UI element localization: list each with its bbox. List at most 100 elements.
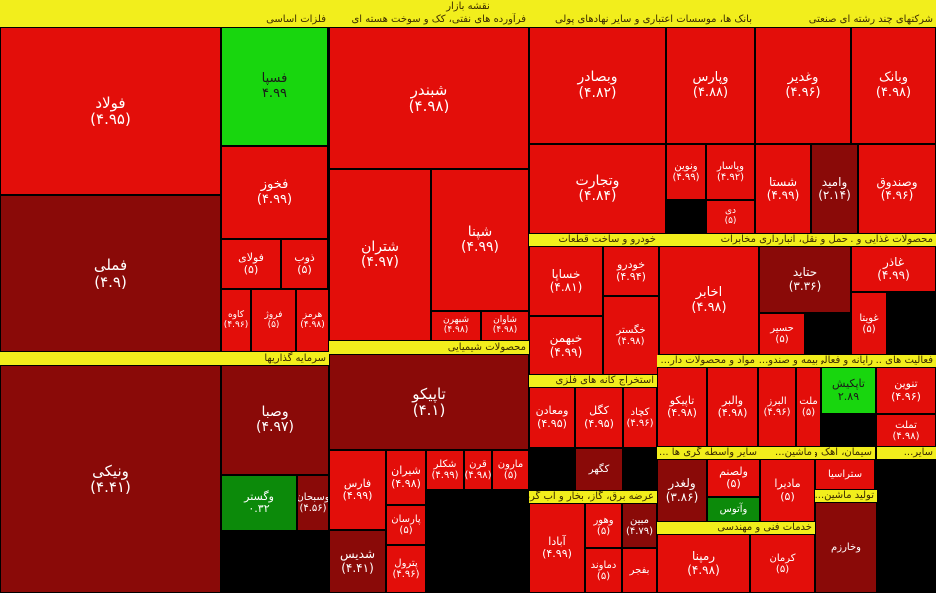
treemap-tile[interactable]: قرن (۴.۹۸) [464, 450, 492, 490]
treemap-tile[interactable]: تملت (۴.۹۸) [876, 414, 936, 447]
tile-symbol: وصندوق [876, 174, 918, 189]
treemap-tile[interactable]: کاوه (۴.۹۶) [221, 289, 251, 352]
treemap-tile[interactable]: وخارزم [815, 502, 877, 593]
tile-symbol: وتجارت [575, 172, 620, 189]
tile-change: (۴.۵۶) [299, 503, 327, 514]
treemap-tile[interactable]: شستا (۴.۹۹) [755, 144, 811, 234]
tile-symbol: وپاسار [717, 161, 744, 172]
treemap-tile[interactable]: وپارس (۴.۸۸) [666, 27, 755, 144]
treemap-tile[interactable]: البرز (۴.۹۶) [758, 367, 796, 447]
treemap-tile[interactable]: فولاد (۴.۹۵) [0, 27, 221, 195]
treemap-tile[interactable]: پارسان (۵) [386, 505, 426, 545]
tile-symbol: تاپیکو [412, 384, 446, 403]
sector-header: استخراج کانه های فلزی [529, 375, 657, 387]
treemap-tile[interactable]: ولغدر (۳.۸۶) [657, 459, 707, 522]
treemap-tile[interactable]: ونوین (۴.۹۹) [666, 144, 706, 200]
tile-symbol: خگستر [616, 324, 646, 336]
treemap-tile[interactable]: کگهر [575, 448, 623, 491]
tile-symbol: هرمز [302, 309, 323, 320]
tile-symbol: کرمان [769, 552, 796, 564]
tile-symbol: غویتا [859, 312, 879, 324]
treemap-tile[interactable]: وامید (۲.۱۴) [811, 144, 858, 234]
treemap-tile[interactable]: وپاسار (۴.۹۲) [706, 144, 755, 200]
treemap-tile[interactable]: مبین (۴.۷۹) [622, 503, 657, 548]
treemap-tile[interactable]: تاپیکو (۴.۱) [329, 354, 529, 450]
treemap-tile[interactable]: غاذر (۴.۹۹) [851, 246, 936, 292]
tile-symbol: ولصنم [719, 464, 748, 478]
treemap-tile[interactable]: تنوین (۴.۹۶) [876, 367, 936, 414]
tile-symbol: فولاد [95, 93, 126, 112]
treemap-tile[interactable]: دماوند (۵) [585, 548, 622, 593]
tile-change: (۴.۹۹) [542, 547, 572, 560]
treemap-tile[interactable]: غویتا (۵) [851, 292, 887, 355]
treemap-tile[interactable]: هرمز (۴.۹۸) [296, 289, 329, 352]
tile-symbol: حتاید [792, 265, 818, 280]
tile-change: (۴.۸۴) [578, 188, 617, 204]
tile-change: (۴.۹۹) [431, 470, 459, 481]
treemap-tile[interactable]: ستراسیا [815, 459, 875, 490]
treemap-tile[interactable]: فارس (۴.۹۹) [329, 450, 386, 530]
treemap-tile[interactable]: فولای (۵) [221, 239, 281, 289]
treemap-tile[interactable]: مادیرا (۵) [760, 459, 815, 522]
treemap-tile[interactable]: پترول (۴.۹۶) [386, 545, 426, 593]
treemap-tile[interactable]: کرمان (۵) [750, 534, 815, 593]
treemap-tile[interactable]: والبر (۴.۹۸) [707, 367, 758, 447]
treemap-tile[interactable]: شکلر (۴.۹۹) [426, 450, 464, 490]
treemap-tile[interactable]: خساپا (۴.۸۱) [529, 246, 603, 316]
tile-symbol: کگل [589, 404, 609, 418]
treemap-tile[interactable]: وصبا (۴.۹۷) [221, 365, 329, 475]
treemap-tile[interactable]: وگستر ۰.۳۲ [221, 475, 297, 531]
treemap-tile[interactable]: مارون (۵) [492, 450, 529, 490]
tile-symbol: اخابر [695, 285, 723, 301]
treemap-tile[interactable]: حسیر (۵) [759, 313, 805, 355]
sector-header: خودرو و ساخت قطعات [529, 234, 659, 246]
treemap-tile[interactable]: شیران (۴.۹۸) [386, 450, 426, 505]
tile-change: (۴.۹۸) [892, 430, 920, 442]
treemap-tile[interactable]: کگل (۴.۹۵) [575, 387, 623, 448]
tile-change: (۴.۹۶) [626, 417, 654, 429]
treemap-tile[interactable]: وسبحان (۴.۵۶) [297, 475, 329, 531]
tile-symbol: وغدیر [787, 70, 819, 86]
treemap-tile[interactable]: آبادا (۴.۹۹) [529, 503, 585, 593]
treemap-tile[interactable]: ولصنم (۵) [707, 459, 760, 497]
tile-change: ۴.۹۹ [261, 85, 288, 101]
treemap-tile[interactable]: ذوب (۵) [281, 239, 328, 289]
treemap-tile[interactable]: خودرو (۴.۹۴) [603, 246, 659, 296]
treemap-tile[interactable]: شپنا (۴.۹۹) [431, 169, 529, 311]
treemap-tile[interactable]: رمپنا (۴.۹۸) [657, 534, 750, 593]
treemap-tile[interactable]: فخوز (۴.۹۹) [221, 146, 328, 239]
treemap-tile[interactable]: شاوان (۴.۹۸) [481, 311, 529, 341]
treemap-tile[interactable]: فسپا ۴.۹۹ [221, 27, 328, 146]
treemap-tile[interactable]: کچاد (۴.۹۶) [623, 387, 657, 448]
treemap-tile[interactable]: وبانک (۴.۹۸) [851, 27, 936, 144]
treemap-tile[interactable]: تاپیکو (۴.۹۸) [657, 367, 707, 447]
treemap-tile[interactable]: شدیس (۴.۴۱) [329, 530, 386, 593]
treemap-tile[interactable]: شتران (۴.۹۷) [329, 169, 431, 341]
treemap-tile[interactable]: وصندوق (۴.۹۶) [858, 144, 936, 234]
treemap-tile[interactable]: وغدیر (۴.۹۶) [755, 27, 851, 144]
treemap-tile[interactable]: ملت (۵) [796, 367, 821, 447]
treemap-tile[interactable]: وهور (۵) [585, 503, 622, 548]
treemap-tile[interactable]: بفجر [622, 548, 657, 593]
treemap-tile[interactable]: وبصادر (۴.۸۲) [529, 27, 666, 144]
treemap-tile[interactable]: فروژ (۵) [251, 289, 296, 352]
tile-symbol: ستراسیا [827, 469, 863, 480]
tile-symbol: ونیکی [92, 461, 129, 480]
sector-header: ماشین... [760, 447, 815, 459]
treemap-tile[interactable]: وآتوس [707, 497, 760, 522]
tile-change: (۴.۴۱) [90, 478, 131, 496]
treemap-tile[interactable]: خگستر (۴.۹۸) [603, 296, 659, 375]
treemap-tile[interactable]: وتجارت (۴.۸۴) [529, 144, 666, 234]
treemap-tile[interactable]: تاپکیش ۲.۸۹ [821, 367, 876, 414]
treemap-tile[interactable]: شبهرن (۴.۹۸) [431, 311, 481, 341]
tile-change: (۴.۷۹) [625, 525, 654, 537]
treemap-tile[interactable]: اخابر (۴.۹۸) [659, 246, 759, 355]
treemap-tile[interactable]: شبندر (۴.۹۸) [329, 27, 529, 169]
treemap-tile[interactable]: فملی (۴.۹) [0, 195, 221, 352]
treemap-tile[interactable]: ومعادن (۴.۹۵) [529, 387, 575, 448]
treemap-tile[interactable]: خبهمن (۴.۹۹) [529, 316, 603, 375]
tile-symbol: مادیرا [774, 477, 801, 491]
treemap-tile[interactable]: دی (۵) [706, 200, 755, 234]
treemap-tile[interactable]: حتاید (۳.۳۶) [759, 246, 851, 313]
treemap-tile[interactable]: ونیکی (۴.۴۱) [0, 365, 221, 593]
